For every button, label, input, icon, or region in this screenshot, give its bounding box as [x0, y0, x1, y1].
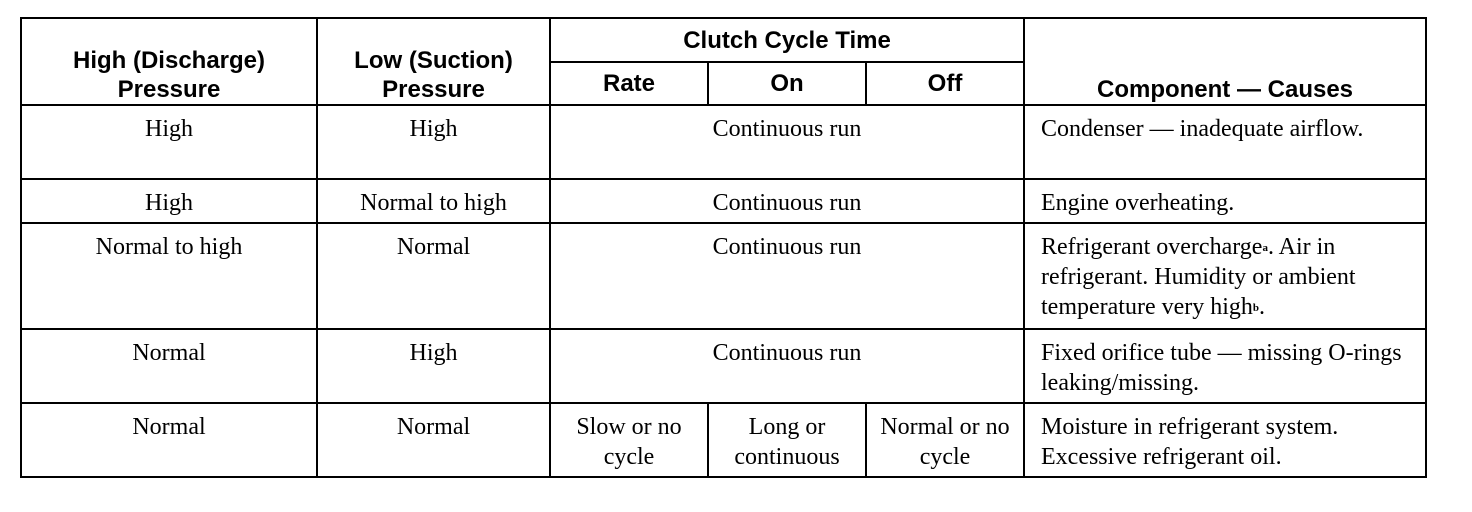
table-row: Normal Normal Slow or no cycle Long or c…: [20, 402, 1427, 478]
low-pressure-cell: Normal: [316, 402, 551, 478]
clutch-cycle-cell: Continuous run: [549, 328, 1025, 404]
on-cell: Long or continuous: [707, 402, 867, 478]
table-row: Normal High Continuous run Fixed orifice…: [20, 328, 1427, 404]
cause-text-part3: .: [1259, 294, 1266, 320]
high-pressure-cell: Normal: [20, 328, 318, 404]
table-row: High High Continuous run Condenser — ina…: [20, 104, 1427, 180]
high-pressure-cell: High: [20, 104, 318, 180]
header-low-pressure: Low (Suction) Pressure: [316, 17, 551, 106]
clutch-cycle-cell: Continuous run: [549, 178, 1025, 224]
cause-cell: Condenser — inadequate airflow.: [1023, 104, 1427, 180]
low-pressure-cell: High: [316, 104, 551, 180]
header-on: On: [707, 61, 867, 106]
footnote-a-marker: a: [1262, 242, 1268, 254]
cause-cell: Engine overheating.: [1023, 178, 1427, 224]
header-off: Off: [865, 61, 1025, 106]
cause-text-part2: . Air in refrigerant. Humidity or ambien…: [1041, 234, 1356, 320]
low-pressure-cell: Normal: [316, 222, 551, 330]
high-pressure-cell: Normal: [20, 402, 318, 478]
rate-cell: Slow or no cycle: [549, 402, 709, 478]
footnote-b-marker: b: [1252, 302, 1260, 314]
table-row: Normal to high Normal Continuous run Ref…: [20, 222, 1427, 330]
off-cell: Normal or no cycle: [865, 402, 1025, 478]
low-pressure-cell: Normal to high: [316, 178, 551, 224]
cause-cell: Moisture in refrigerant system. Excessiv…: [1023, 402, 1427, 478]
clutch-cycle-cell: Continuous run: [549, 222, 1025, 330]
diagnosis-table: High (Discharge) Pressure Low (Suction) …: [20, 17, 1427, 478]
cause-text-part1: Refrigerant overcharge: [1041, 234, 1263, 260]
cause-cell: Fixed orifice tube — missing O-rings lea…: [1023, 328, 1427, 404]
low-pressure-cell: High: [316, 328, 551, 404]
high-pressure-cell: Normal to high: [20, 222, 318, 330]
cause-cell: Refrigerant overchargea. Air in refriger…: [1023, 222, 1427, 330]
header-component-causes: Component — Causes: [1023, 17, 1427, 106]
header-clutch-cycle-time: Clutch Cycle Time: [549, 17, 1025, 63]
header-high-pressure: High (Discharge) Pressure: [20, 17, 318, 106]
high-pressure-cell: High: [20, 178, 318, 224]
header-rate: Rate: [549, 61, 709, 106]
table-row: High Normal to high Continuous run Engin…: [20, 178, 1427, 224]
clutch-cycle-cell: Continuous run: [549, 104, 1025, 180]
